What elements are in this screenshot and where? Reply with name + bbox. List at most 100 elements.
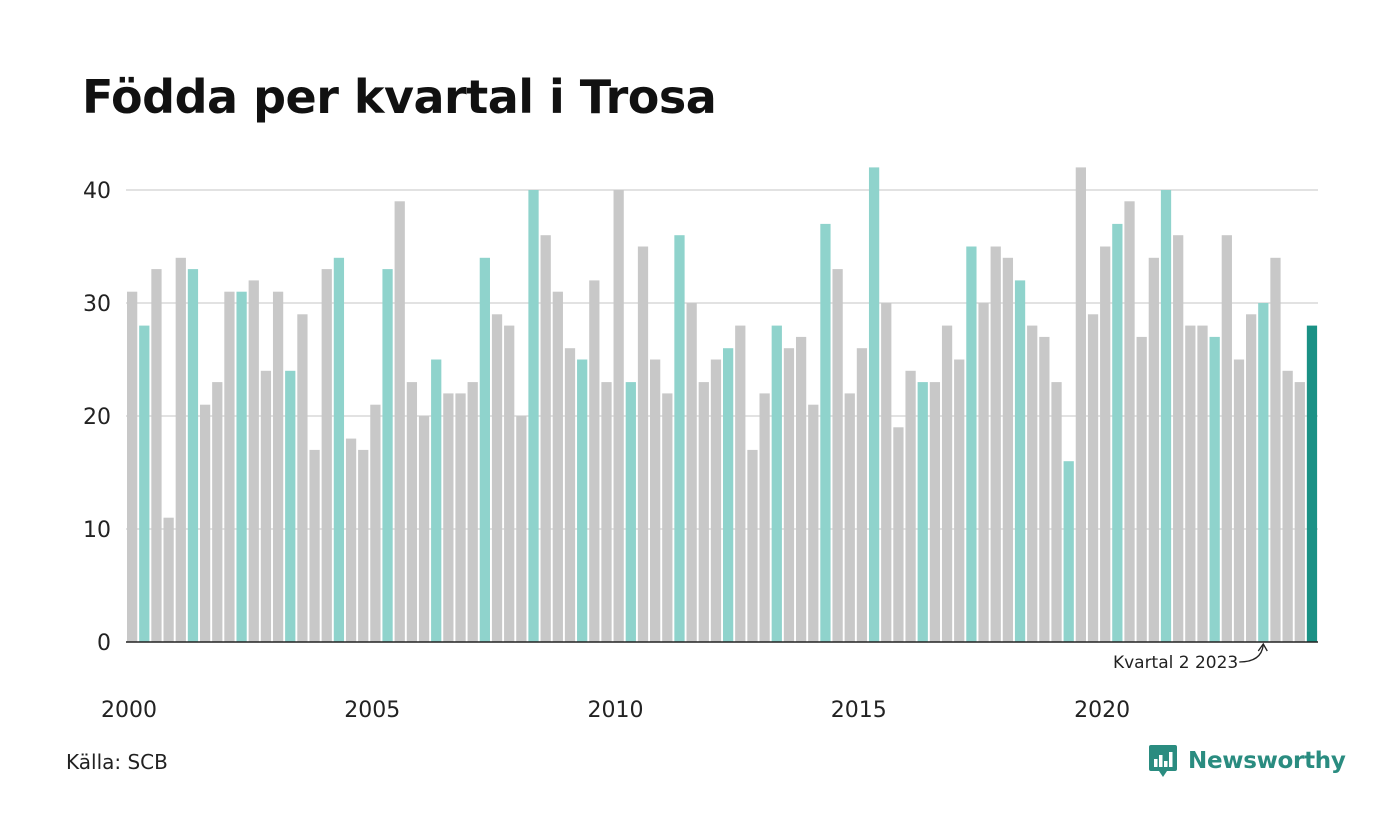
bar	[674, 235, 685, 642]
bar	[1160, 190, 1172, 642]
bar	[783, 348, 795, 642]
bar	[370, 404, 381, 642]
bar	[795, 336, 807, 642]
bar	[1136, 336, 1147, 642]
annotation-arrow	[1239, 644, 1264, 663]
bar	[601, 382, 612, 642]
bar	[1221, 235, 1232, 642]
bar	[1306, 325, 1318, 642]
bar	[625, 382, 636, 642]
y-tick-label: 10	[83, 518, 111, 543]
bar	[272, 291, 284, 642]
bar	[418, 416, 430, 642]
bar	[1039, 336, 1050, 642]
bar	[686, 303, 697, 642]
bar	[771, 325, 782, 642]
bar	[1112, 223, 1123, 642]
bar	[1197, 325, 1208, 642]
x-tick-label: 2005	[344, 698, 400, 723]
bar	[297, 314, 308, 642]
bar	[236, 291, 247, 642]
bar	[1233, 359, 1245, 642]
bar	[212, 382, 223, 642]
bar	[893, 427, 904, 642]
bar	[917, 382, 928, 642]
bar	[820, 223, 831, 642]
bar	[1124, 201, 1135, 643]
x-tick-label: 2020	[1074, 698, 1130, 723]
bar	[333, 257, 345, 642]
bar	[443, 393, 454, 642]
bar	[248, 280, 259, 642]
bar	[394, 201, 405, 643]
bar	[929, 382, 941, 642]
bar	[1075, 167, 1086, 642]
bar	[990, 246, 1001, 642]
bar	[1100, 246, 1111, 642]
bar	[637, 246, 649, 642]
annotation-label: Kvartal 2 2023	[1113, 653, 1238, 673]
y-tick-label: 30	[83, 292, 111, 317]
bar	[455, 393, 466, 642]
bar	[224, 291, 235, 642]
bar	[528, 190, 539, 642]
bar	[1209, 336, 1220, 642]
x-axis-ticks: 2000 2005 2010 2015 2020	[101, 698, 1130, 723]
bar	[698, 382, 709, 642]
bar	[187, 269, 199, 642]
bar	[139, 325, 150, 642]
bar	[1051, 382, 1062, 642]
bar	[467, 382, 478, 642]
bar	[577, 359, 588, 642]
chart-title: Födda per kvartal i Trosa	[82, 70, 717, 124]
x-tick-label: 2015	[831, 698, 887, 723]
bar	[966, 246, 977, 642]
bar	[321, 269, 332, 642]
bar	[345, 438, 357, 642]
bar	[491, 314, 503, 642]
y-tick-label: 20	[83, 405, 111, 430]
bar	[1027, 325, 1038, 642]
bar	[175, 257, 186, 642]
brand-name: Newsworthy	[1188, 748, 1346, 774]
annotation-arrowhead	[1257, 642, 1268, 652]
bar	[1258, 303, 1269, 642]
y-tick-label: 0	[97, 631, 111, 656]
bar	[1148, 257, 1159, 642]
bar	[613, 190, 624, 642]
bar	[710, 359, 722, 642]
bar	[662, 393, 673, 642]
bar	[564, 348, 576, 642]
bar	[747, 449, 758, 642]
bar	[552, 291, 563, 642]
bar	[905, 370, 916, 642]
bar	[941, 325, 953, 642]
bar	[844, 393, 855, 642]
bar	[808, 404, 819, 642]
bar	[504, 325, 515, 642]
bar	[832, 269, 843, 642]
bar	[479, 257, 490, 642]
bar	[868, 167, 880, 642]
bar	[199, 404, 211, 642]
brand-logo: Newsworthy	[1148, 744, 1346, 778]
bar	[856, 348, 868, 642]
bar	[540, 235, 551, 642]
bar	[1087, 314, 1099, 642]
bar	[127, 291, 138, 642]
annotation: Kvartal 2 2023	[1113, 642, 1268, 673]
bar	[431, 359, 442, 642]
bar	[759, 393, 770, 642]
bar	[163, 517, 174, 642]
bar	[1294, 382, 1305, 642]
bar	[1185, 325, 1196, 642]
bar	[1063, 461, 1074, 642]
bar	[260, 370, 272, 642]
bar	[650, 359, 661, 642]
y-tick-label: 40	[83, 179, 111, 204]
bar	[358, 449, 369, 642]
bar	[1014, 280, 1026, 642]
bar	[151, 269, 162, 642]
bar	[1282, 370, 1293, 642]
